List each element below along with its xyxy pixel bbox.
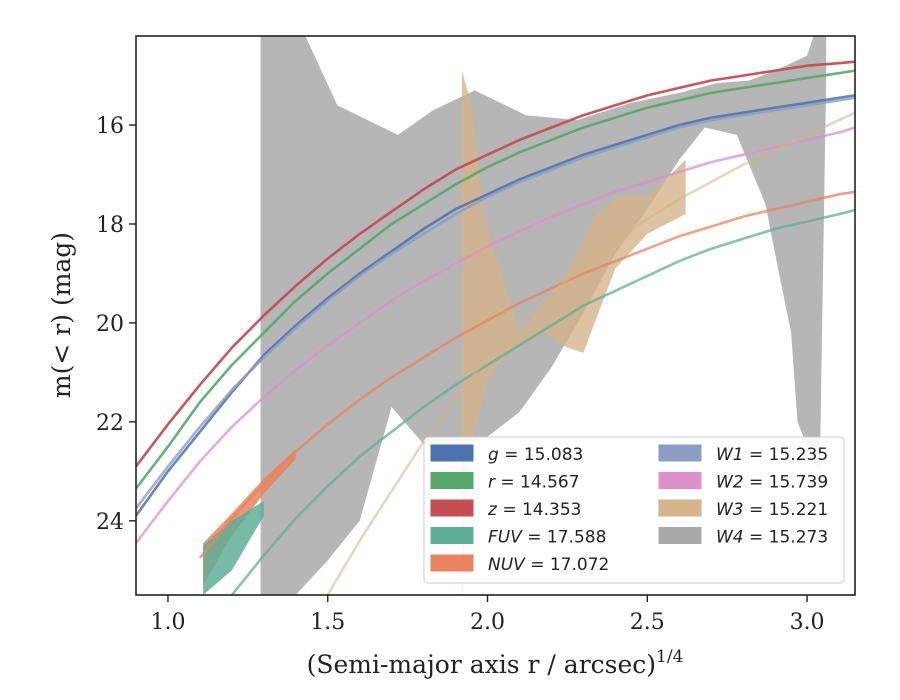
legend-swatch — [430, 444, 474, 462]
band-nuv-2 — [203, 449, 296, 586]
legend-box — [423, 436, 845, 584]
plot-frame — [135, 35, 856, 596]
curve-w1 — [136, 96, 855, 510]
legend: g = 15.083 r = 14.567 z = 14.353 FUV = 17.5… — [423, 436, 845, 584]
growth-curves — [136, 60, 855, 595]
curve-w2 — [136, 126, 855, 544]
legend-label: W1 = 15.235 — [716, 445, 828, 465]
legend-item-w3: W3 = 15.221 — [658, 499, 828, 520]
legend-swatch — [658, 499, 702, 517]
legend-swatch — [658, 472, 702, 489]
legend-label: r = 14.567 — [488, 473, 580, 493]
legend-swatch — [430, 472, 474, 489]
y-tick-label: 22 — [96, 411, 124, 436]
x-axis-title: (Semi-major axis r / arcsec)1/4 — [307, 647, 684, 679]
legend-item-nuv: NUV = 17.072 — [430, 554, 609, 575]
legend-label: z = 14.353 — [487, 500, 581, 520]
legend-swatch — [430, 527, 474, 544]
y-axis-ticks: 16 18 20 22 24 — [96, 114, 136, 535]
y-tick-label: 16 — [96, 114, 124, 139]
legend-swatch — [430, 554, 474, 572]
curve-fuv — [230, 208, 855, 595]
legend-label: FUV = 17.588 — [488, 528, 606, 548]
legend-label: g = 15.083 — [488, 445, 583, 465]
band-w3-1 — [461, 70, 686, 595]
legend-item-w1: W1 = 15.235 — [658, 444, 828, 465]
curve-r — [136, 69, 855, 490]
x-tick-label: 1.0 — [150, 610, 185, 635]
legend-label: W3 = 15.221 — [716, 500, 828, 520]
legend-item-z: z = 14.353 — [430, 499, 581, 520]
legend-item-fuv: FUV = 17.588 — [430, 527, 606, 548]
legend-label: NUV = 17.072 — [488, 555, 609, 575]
curve-z — [136, 60, 855, 468]
x-tick-label: 2.0 — [470, 610, 505, 635]
legend-item-g: g = 15.083 — [430, 444, 583, 465]
legend-item-w2: W2 = 15.739 — [658, 472, 828, 493]
legend-item-r: r = 14.567 — [430, 472, 580, 493]
y-axis-title: m(< r) (mag) — [47, 232, 76, 398]
y-tick-label: 20 — [96, 312, 124, 337]
x-axis-ticks: 1.0 1.5 2.0 2.5 3.0 — [150, 595, 825, 635]
y-tick-label: 18 — [96, 213, 124, 238]
x-tick-label: 1.5 — [310, 610, 345, 635]
x-axis-title-text: (Semi-major axis r / arcsec) — [307, 650, 656, 679]
legend-swatch — [658, 444, 702, 462]
y-tick-label: 24 — [96, 510, 124, 535]
curve-w3 — [326, 111, 855, 595]
x-tick-label: 3.0 — [790, 610, 825, 635]
uncertainty-bands — [203, 36, 827, 595]
curve-nuv — [198, 190, 855, 559]
x-tick-label: 2.5 — [630, 610, 665, 635]
legend-swatch — [430, 499, 474, 517]
legend-item-w4: W4 = 15.273 — [658, 527, 828, 548]
band-fuv-3 — [203, 501, 264, 595]
x-axis-title-exponent: 1/4 — [656, 647, 683, 667]
legend-label: W4 = 15.273 — [716, 528, 828, 548]
legend-swatch — [658, 527, 702, 544]
legend-label: W2 = 15.739 — [716, 473, 828, 493]
